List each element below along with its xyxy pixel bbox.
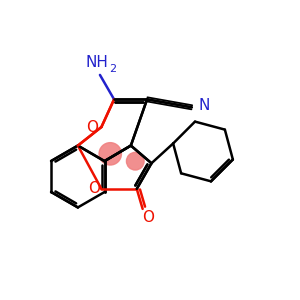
Text: 2: 2 <box>109 64 116 74</box>
Circle shape <box>99 142 122 165</box>
Text: O: O <box>87 119 99 134</box>
Circle shape <box>126 152 144 170</box>
Text: O: O <box>142 210 154 225</box>
Text: N: N <box>198 98 210 113</box>
Text: NH: NH <box>85 55 108 70</box>
Text: O: O <box>88 182 100 196</box>
